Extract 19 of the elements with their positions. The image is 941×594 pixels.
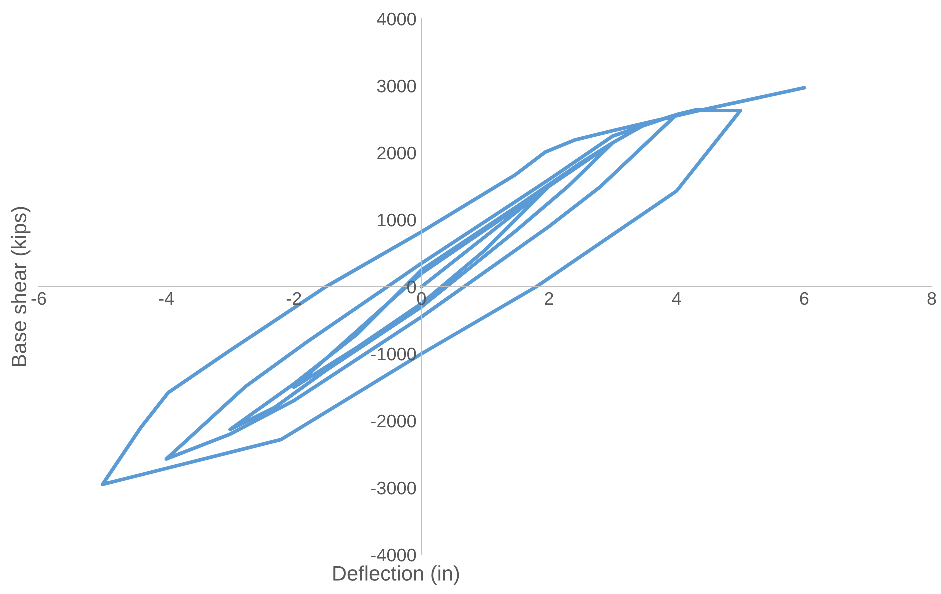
x-tick-label: 2 [545,292,554,305]
y-tick-label: 0 [408,280,416,294]
y-tick-label: -2000 [371,414,416,428]
y-tick-label: 4000 [377,12,416,26]
x-tick-label: -4 [159,292,174,305]
x-tick-label: -6 [32,292,46,306]
x-tick-label: 8 [928,292,936,306]
x-axis-title: Deflection (in) [334,566,460,586]
x-tick-label: 0 [417,292,426,306]
y-tick-label: 1000 [378,214,416,227]
x-tick-label: 4 [672,292,682,305]
y-tick-label: -3000 [371,482,416,495]
x-tick-label: 6 [800,292,809,306]
y-tick-label: -4000 [371,548,416,562]
y-tick-label: -1000 [371,348,416,361]
y-tick-label: 3000 [377,80,416,93]
y-tick-label: 2000 [378,146,416,160]
y-axis-title: Base shear (kips) [11,207,31,366]
x-tick-label: -2 [286,292,302,305]
